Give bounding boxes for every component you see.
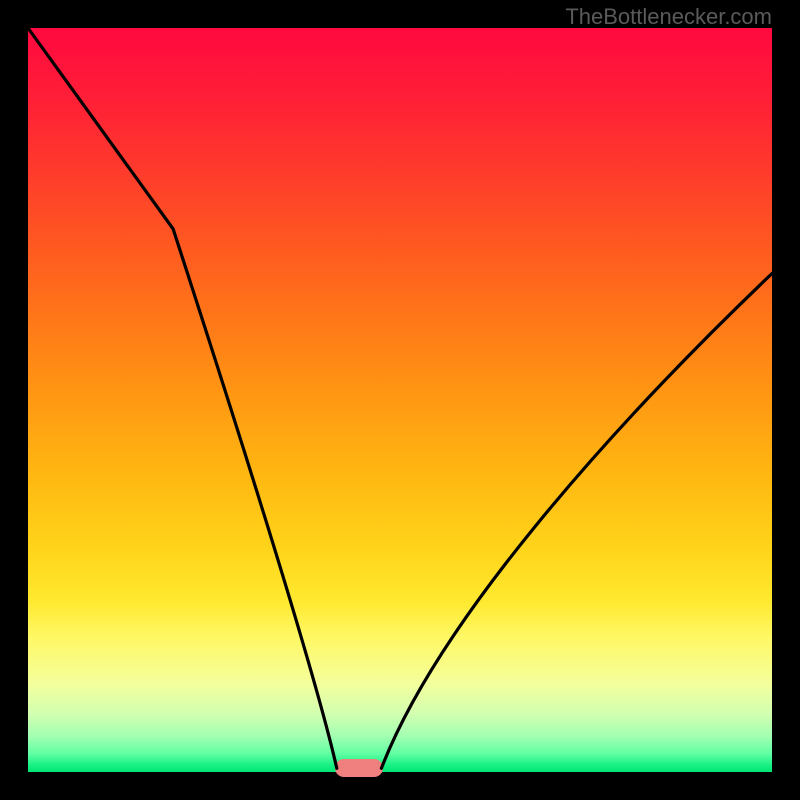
optimal-range-marker: [335, 759, 383, 777]
watermark-label: TheBottlenecker.com: [565, 4, 772, 30]
bottleneck-gradient-background: [28, 28, 772, 772]
